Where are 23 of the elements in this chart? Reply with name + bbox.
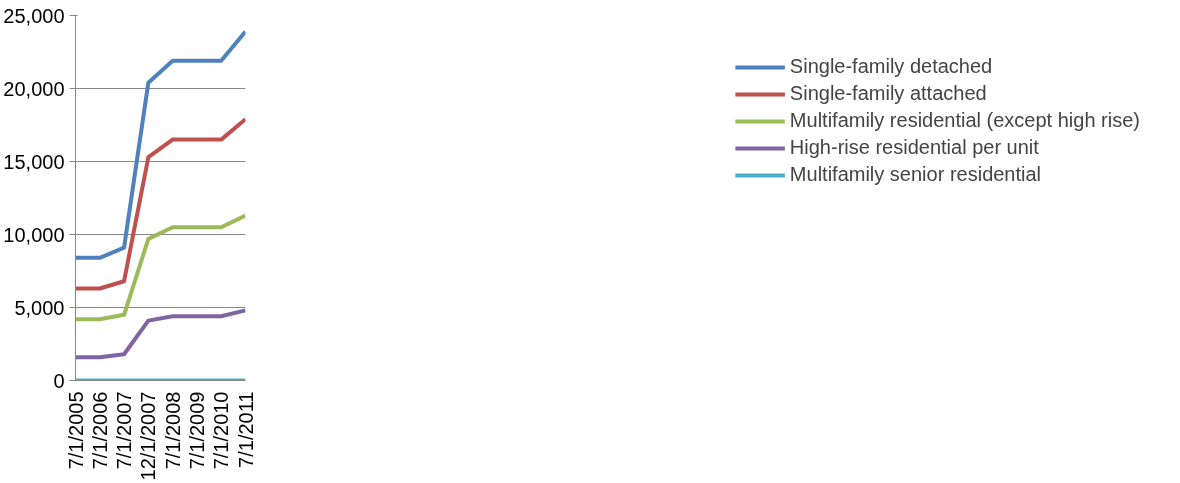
legend-label: Single-family detached [789,55,993,78]
line-series [75,213,246,322]
x-tick-label: 7/1/2007 [113,391,136,470]
x-tick-label: 7/1/2011 [234,391,257,468]
legend-label: High-rise residential per unit [789,136,1039,159]
x-tick-label: 7/1/2010 [210,391,233,470]
y-tick-label: 25,000 [3,4,65,27]
x-tick-label: 7/1/2008 [161,391,184,470]
line-series [75,117,246,291]
line-series [75,308,246,360]
x-tick-label: 7/1/2009 [185,391,208,470]
y-tick-label: 5,000 [14,296,65,319]
x-tick-label: 7/1/2005 [64,391,87,470]
legend-label: Multifamily residential (except high rise) [789,109,1140,132]
y-tick-label: 20,000 [3,77,65,100]
line-series [75,29,246,260]
legend-label: Multifamily senior residential [789,163,1042,186]
y-tick-label: 10,000 [3,223,65,246]
y-tick-label: 15,000 [3,150,65,173]
x-tick-label: 12/1/2007 [137,391,160,481]
x-tick-label: 7/1/2006 [88,391,111,470]
legend-label: Single-family attached [789,82,987,105]
y-tick-label: 0 [53,369,65,392]
